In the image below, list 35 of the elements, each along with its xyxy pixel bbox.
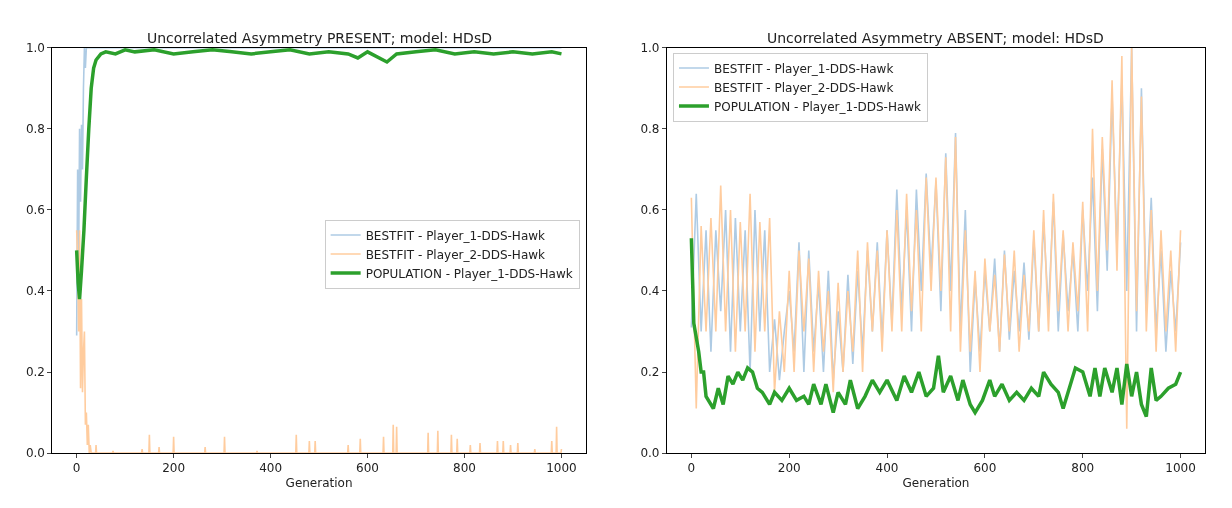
legend-label: BESTFIT - Player_2-DDS-Hawk — [713, 80, 894, 95]
legend-label: POPULATION - Player_1-DDS-Hawk — [365, 266, 573, 281]
y-tick-label: 0.0 — [25, 446, 46, 461]
chart-title: Uncorrelated Asymmetry ABSENT; model: HDsD — [767, 30, 1104, 46]
y-tick-label: 0.2 — [640, 365, 660, 380]
x-tick-label: 600 — [356, 461, 379, 476]
y-tick-label: 1.0 — [25, 41, 46, 56]
x-tick-label: 800 — [453, 461, 476, 476]
legend-label: POPULATION - Player_1-DDS-Hawk — [713, 99, 922, 114]
x-tick-label: 200 — [777, 461, 801, 476]
y-tick-label: 0.2 — [25, 365, 46, 380]
y-tick-label: 0.6 — [640, 203, 660, 218]
chart-title: Uncorrelated Asymmetry PRESENT; model: HDsD — [147, 30, 492, 46]
y-tick-label: 0.8 — [640, 122, 660, 137]
y-tick-label: 0.4 — [640, 284, 660, 299]
x-tick-label: 400 — [875, 461, 899, 476]
legend-label: BESTFIT - Player_1-DDS-Hawk — [365, 228, 546, 243]
x-axis-title: Generation — [902, 476, 970, 491]
x-tick-label: 400 — [259, 461, 283, 476]
y-tick-label: 1.0 — [640, 41, 660, 56]
x-tick-label: 800 — [1071, 461, 1095, 476]
x-tick-label: 0 — [72, 461, 81, 476]
x-axis-title: Generation — [285, 476, 353, 491]
y-tick-label: 0.8 — [25, 122, 46, 137]
x-tick-label: 0 — [687, 461, 696, 476]
y-tick-label: 0.6 — [25, 203, 46, 218]
y-tick-label: 0.4 — [25, 284, 46, 299]
legend-label: BESTFIT - Player_2-DDS-Hawk — [365, 247, 546, 262]
y-tick-label: 0.0 — [640, 446, 660, 461]
line-series — [689, 236, 1183, 419]
legend-label: BESTFIT - Player_1-DDS-Hawk — [713, 61, 894, 76]
x-tick-label: 1000 — [546, 461, 577, 476]
x-tick-label: 1000 — [1165, 461, 1196, 476]
x-tick-label: 600 — [973, 461, 997, 476]
x-tick-label: 200 — [162, 461, 186, 476]
